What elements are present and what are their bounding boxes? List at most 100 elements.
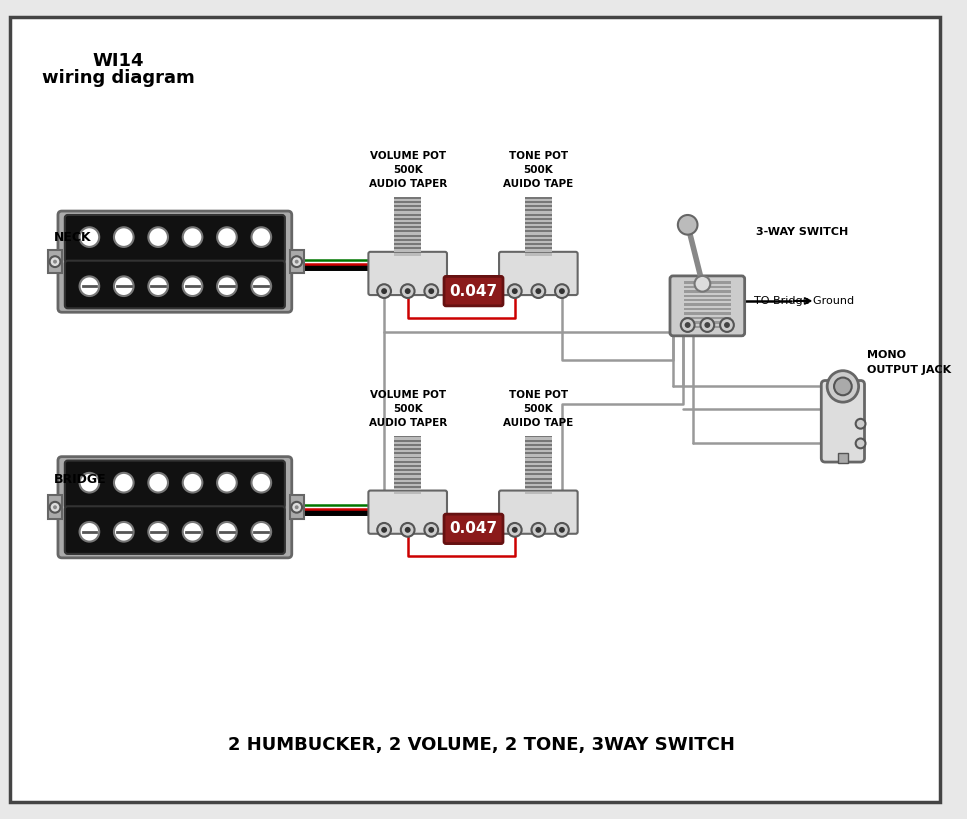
Bar xyxy=(394,492,422,495)
Bar xyxy=(524,199,552,201)
Bar xyxy=(394,455,422,456)
Circle shape xyxy=(295,505,299,509)
Bar xyxy=(394,446,422,448)
Circle shape xyxy=(291,256,302,267)
Text: AUDIO TAPER: AUDIO TAPER xyxy=(368,418,447,428)
Text: 0.047: 0.047 xyxy=(450,283,498,299)
Text: BRIDGE: BRIDGE xyxy=(54,473,106,486)
Bar xyxy=(394,215,422,218)
Text: 2 HUMBUCKER, 2 VOLUME, 2 TONE, 3WAY SWITCH: 2 HUMBUCKER, 2 VOLUME, 2 TONE, 3WAY SWIT… xyxy=(228,736,735,754)
Circle shape xyxy=(183,473,202,492)
Bar xyxy=(394,203,422,206)
Circle shape xyxy=(559,288,565,294)
Circle shape xyxy=(400,523,415,536)
Circle shape xyxy=(428,288,434,294)
Bar xyxy=(684,308,731,310)
Bar xyxy=(524,229,552,230)
Text: TO Bridge Ground: TO Bridge Ground xyxy=(754,296,855,306)
Bar xyxy=(684,286,731,288)
Bar xyxy=(48,495,62,519)
Bar xyxy=(394,249,422,251)
FancyBboxPatch shape xyxy=(499,491,577,534)
Text: VOLUME POT: VOLUME POT xyxy=(369,152,446,161)
Circle shape xyxy=(291,502,302,513)
Bar xyxy=(524,224,552,226)
Bar xyxy=(394,241,422,243)
Bar xyxy=(394,459,422,461)
Bar xyxy=(394,237,422,239)
Circle shape xyxy=(381,288,387,294)
Bar xyxy=(290,495,304,519)
Bar xyxy=(48,250,62,274)
Text: 500K: 500K xyxy=(393,165,423,175)
Bar xyxy=(394,475,422,477)
FancyBboxPatch shape xyxy=(444,276,503,305)
Circle shape xyxy=(148,522,168,541)
Bar xyxy=(524,197,552,256)
Bar xyxy=(524,475,552,477)
Circle shape xyxy=(536,288,542,294)
Bar xyxy=(394,484,422,486)
Bar xyxy=(524,211,552,214)
Circle shape xyxy=(856,438,865,448)
Circle shape xyxy=(218,473,237,492)
Text: TONE POT: TONE POT xyxy=(509,152,568,161)
Bar xyxy=(684,321,731,324)
Circle shape xyxy=(218,522,237,541)
Circle shape xyxy=(555,284,569,298)
Bar xyxy=(394,219,422,222)
Circle shape xyxy=(183,522,202,541)
Circle shape xyxy=(694,276,711,292)
Circle shape xyxy=(425,284,438,298)
Bar xyxy=(394,488,422,491)
Circle shape xyxy=(700,318,715,332)
Circle shape xyxy=(532,523,545,536)
Circle shape xyxy=(724,322,730,328)
Circle shape xyxy=(512,288,517,294)
Bar xyxy=(524,249,552,251)
Circle shape xyxy=(218,276,237,296)
Bar xyxy=(524,215,552,218)
Circle shape xyxy=(536,527,542,533)
Text: AUIDO TAPE: AUIDO TAPE xyxy=(503,418,573,428)
Bar xyxy=(524,436,552,495)
Bar xyxy=(684,325,731,328)
Circle shape xyxy=(827,371,859,402)
Bar xyxy=(394,450,422,452)
Bar xyxy=(524,237,552,239)
Text: WI14: WI14 xyxy=(92,52,144,70)
Bar xyxy=(524,203,552,206)
Bar xyxy=(524,450,552,452)
Circle shape xyxy=(148,227,168,247)
Text: 500K: 500K xyxy=(523,404,553,414)
Circle shape xyxy=(114,473,133,492)
Circle shape xyxy=(251,227,271,247)
FancyBboxPatch shape xyxy=(821,381,864,462)
Bar xyxy=(394,480,422,482)
Circle shape xyxy=(79,227,100,247)
Bar xyxy=(684,317,731,319)
FancyBboxPatch shape xyxy=(65,460,285,509)
Circle shape xyxy=(381,527,387,533)
Circle shape xyxy=(53,505,57,509)
FancyBboxPatch shape xyxy=(368,491,447,534)
Bar xyxy=(394,224,422,226)
Bar xyxy=(394,245,422,247)
Bar xyxy=(524,233,552,235)
Text: 0.047: 0.047 xyxy=(450,522,498,536)
Bar xyxy=(524,484,552,486)
Circle shape xyxy=(512,527,517,533)
Circle shape xyxy=(400,284,415,298)
Circle shape xyxy=(49,502,60,513)
Bar xyxy=(394,199,422,201)
Bar xyxy=(838,453,848,463)
Circle shape xyxy=(251,522,271,541)
FancyBboxPatch shape xyxy=(670,276,745,336)
Bar xyxy=(524,488,552,491)
Circle shape xyxy=(704,322,711,328)
Circle shape xyxy=(183,276,202,296)
Bar xyxy=(524,241,552,243)
Circle shape xyxy=(685,322,690,328)
Circle shape xyxy=(79,522,100,541)
Circle shape xyxy=(405,527,411,533)
